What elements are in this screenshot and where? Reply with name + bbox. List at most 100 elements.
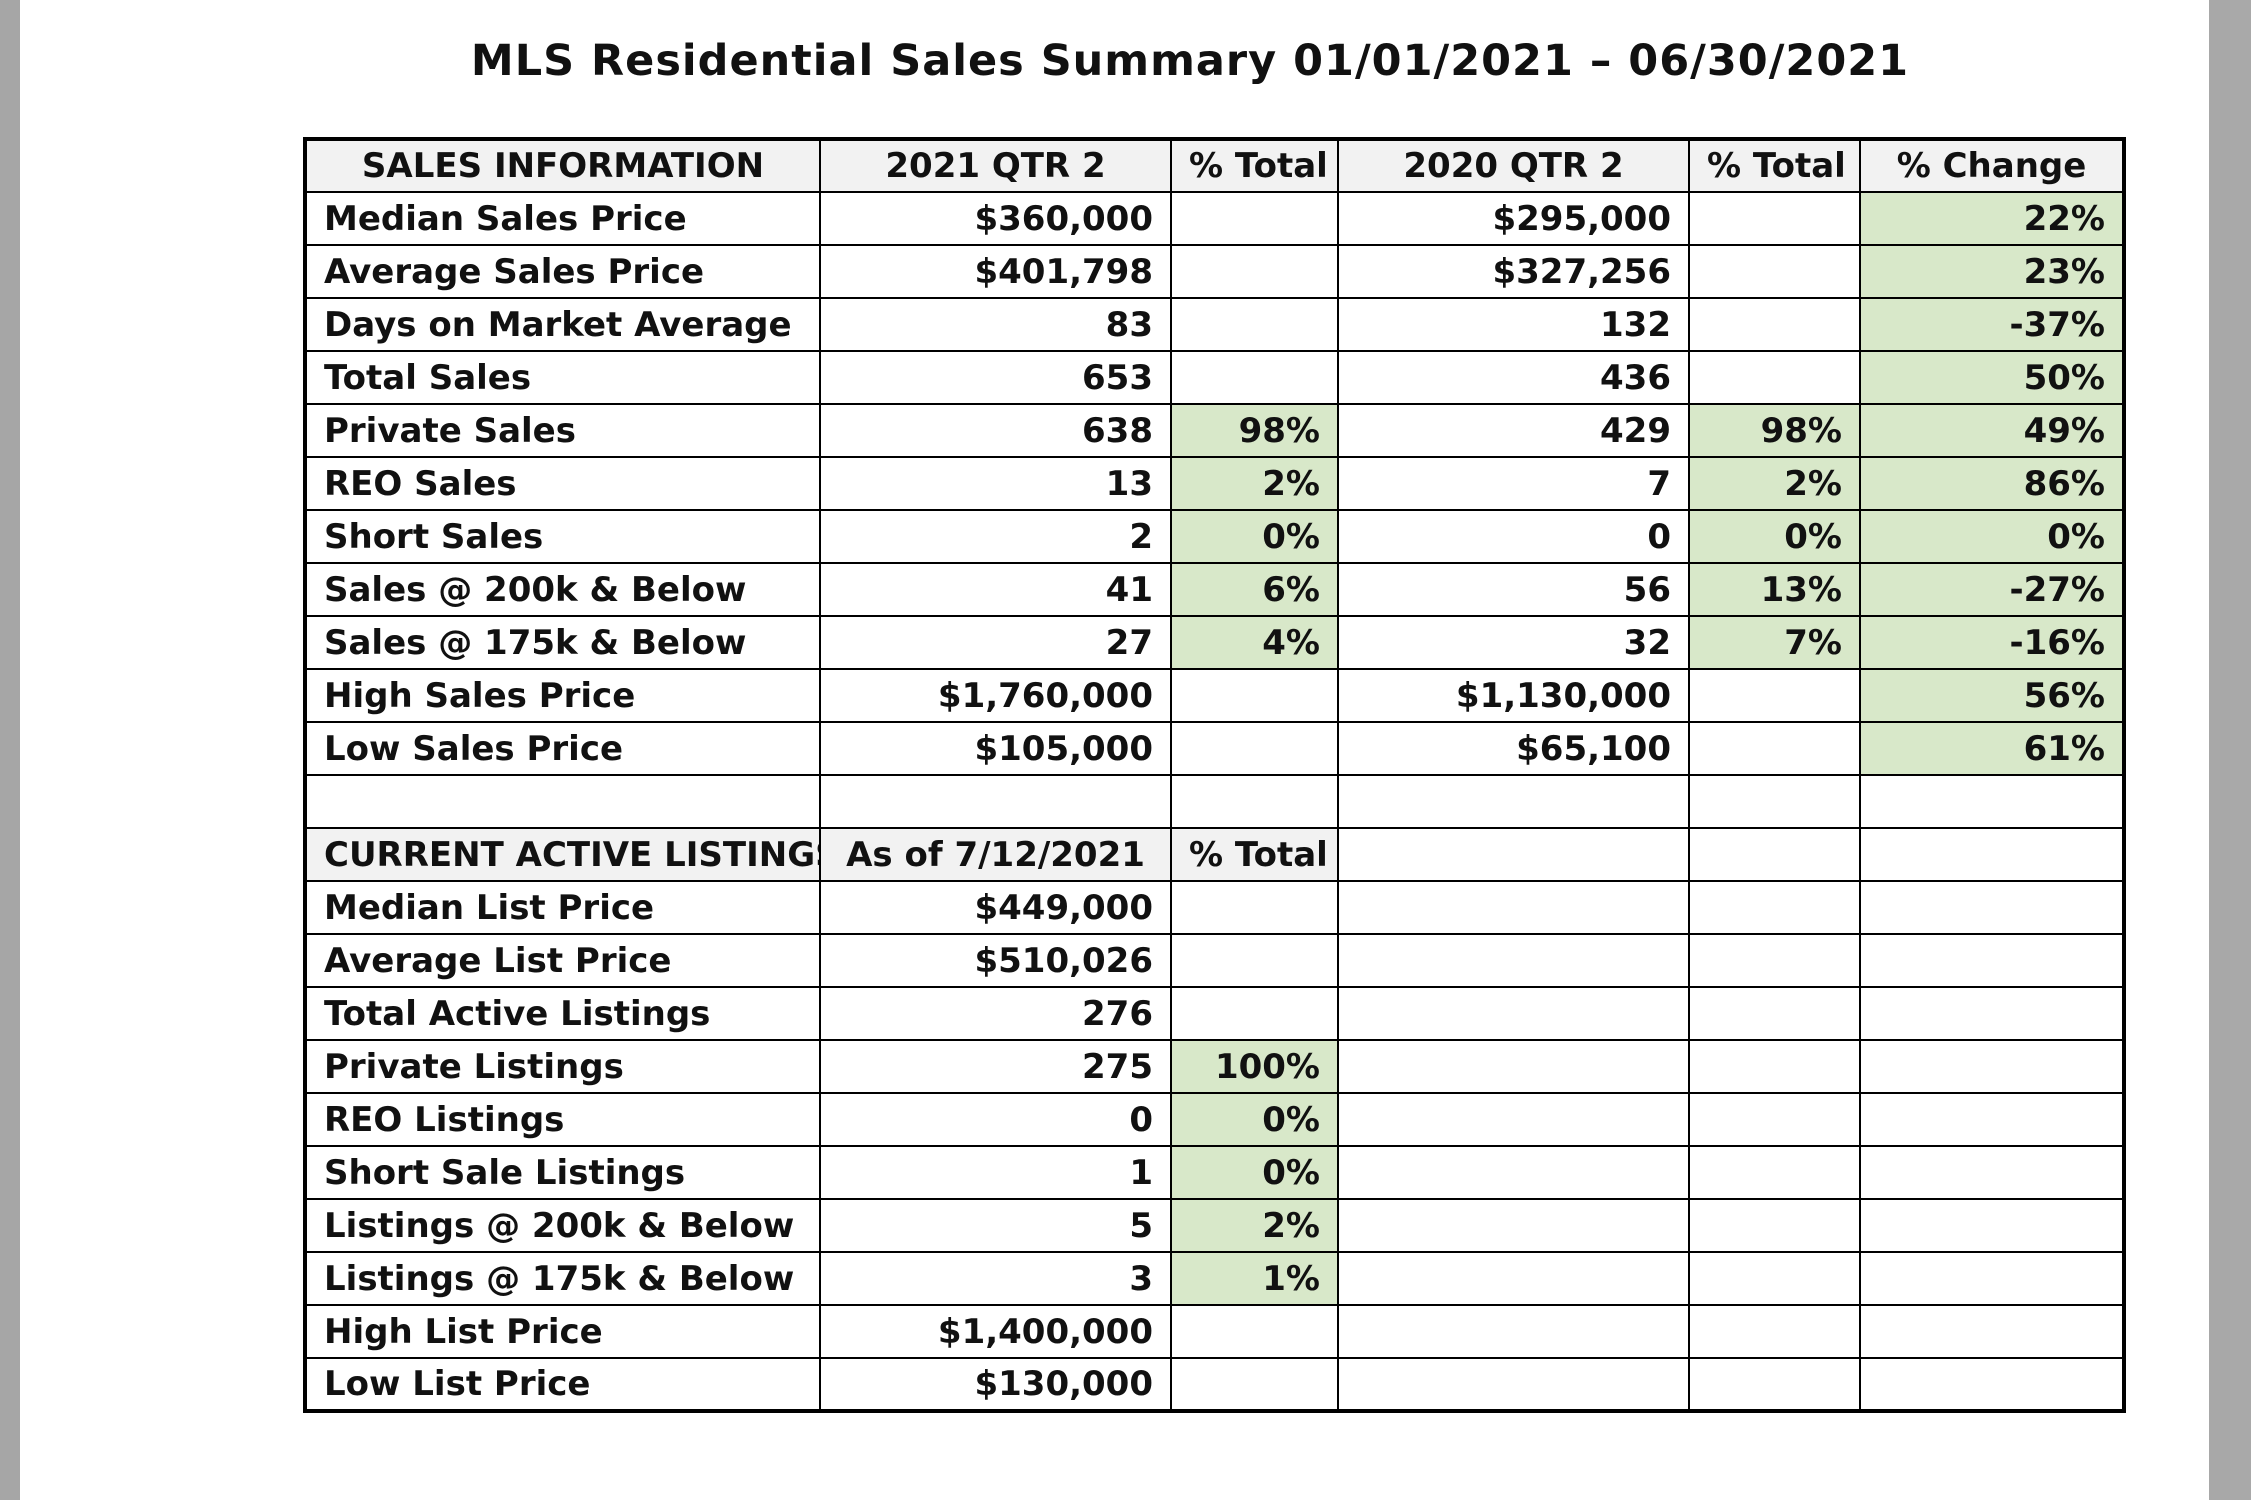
- value-2021-qtr2: 13: [819, 456, 1172, 511]
- pct-total-2021: 98%: [1170, 403, 1339, 458]
- value-2021-qtr2: 27: [819, 615, 1172, 670]
- empty-cell: [1337, 1039, 1690, 1094]
- table-row: Total Active Listings 276: [303, 986, 2126, 1041]
- row-label: Private Listings: [303, 1039, 821, 1094]
- pct-total-listings: [1170, 1304, 1339, 1359]
- pct-total-listings: 2%: [1170, 1198, 1339, 1253]
- empty-cell: [1859, 1251, 2126, 1306]
- value-2020-qtr2: $295,000: [1337, 191, 1690, 246]
- empty-cell: [1859, 1092, 2126, 1147]
- value-2020-qtr2: $1,130,000: [1337, 668, 1690, 723]
- listing-value: 3: [819, 1251, 1172, 1306]
- table-row: REO Sales 13 2% 7 2% 86%: [303, 456, 2126, 511]
- column-header: % Total: [1170, 137, 1339, 193]
- pct-change: 49%: [1859, 403, 2126, 458]
- table-row: Listings @ 200k & Below 5 2%: [303, 1198, 2126, 1253]
- pct-total-listings: [1170, 933, 1339, 988]
- table-row: Total Sales 653 436 50%: [303, 350, 2126, 405]
- listing-value: 276: [819, 986, 1172, 1041]
- empty-cell: [1170, 774, 1339, 829]
- row-label: Low Sales Price: [303, 721, 821, 776]
- empty-cell: [1337, 933, 1690, 988]
- listings-header-row: CURRENT ACTIVE LISTINGS As of 7/12/2021% …: [303, 827, 2126, 882]
- pct-total-2020: [1688, 191, 1861, 246]
- empty-cell: [1859, 933, 2126, 988]
- empty-cell: [1688, 986, 1861, 1041]
- pct-change: 0%: [1859, 509, 2126, 564]
- pct-change: 86%: [1859, 456, 2126, 511]
- empty-cell: [1337, 1357, 1690, 1413]
- value-2021-qtr2: 83: [819, 297, 1172, 352]
- empty-cell: [1859, 1039, 2126, 1094]
- empty-cell: [1337, 827, 1690, 882]
- sales-header-row: SALES INFORMATION 2021 QTR 2% Total 2020 Q…: [303, 137, 2126, 193]
- column-header: % Total: [1688, 137, 1861, 193]
- row-label: Sales @ 175k & Below: [303, 615, 821, 670]
- listing-value: 1: [819, 1145, 1172, 1200]
- table-row: Short Sales 2 0% 0 0% 0%: [303, 509, 2126, 564]
- row-label: Short Sale Listings: [303, 1145, 821, 1200]
- column-header: % Total: [1170, 827, 1339, 882]
- value-2020-qtr2: $327,256: [1337, 244, 1690, 299]
- empty-cell: [1337, 1145, 1690, 1200]
- pct-total-2020: 13%: [1688, 562, 1861, 617]
- column-header: As of 7/12/2021: [819, 827, 1172, 882]
- value-2021-qtr2: 2: [819, 509, 1172, 564]
- pct-total-2021: [1170, 668, 1339, 723]
- pct-total-listings: 0%: [1170, 1092, 1339, 1147]
- empty-cell: [1688, 774, 1861, 829]
- listing-value: $130,000: [819, 1357, 1172, 1413]
- row-label: Average List Price: [303, 933, 821, 988]
- empty-cell: [1688, 1198, 1861, 1253]
- value-2021-qtr2: 41: [819, 562, 1172, 617]
- pct-total-2021: [1170, 297, 1339, 352]
- pct-total-2020: [1688, 350, 1861, 405]
- pct-total-listings: [1170, 986, 1339, 1041]
- row-label: REO Listings: [303, 1092, 821, 1147]
- pct-total-listings: 1%: [1170, 1251, 1339, 1306]
- value-2020-qtr2: 429: [1337, 403, 1690, 458]
- empty-cell: [1337, 1251, 1690, 1306]
- row-label: Average Sales Price: [303, 244, 821, 299]
- listing-value: $449,000: [819, 880, 1172, 935]
- pct-total-2021: 6%: [1170, 562, 1339, 617]
- empty-cell: [1859, 1304, 2126, 1359]
- value-2020-qtr2: 0: [1337, 509, 1690, 564]
- row-label: Listings @ 175k & Below: [303, 1251, 821, 1306]
- row-label: Short Sales: [303, 509, 821, 564]
- column-header: 2021 QTR 2: [819, 137, 1172, 193]
- pct-total-2020: [1688, 244, 1861, 299]
- table-body: SALES INFORMATION 2021 QTR 2% Total 2020 Q…: [303, 137, 2126, 1413]
- pct-total-2021: 0%: [1170, 509, 1339, 564]
- empty-cell: [1688, 1039, 1861, 1094]
- empty-cell: [1337, 1304, 1690, 1359]
- sales-summary-table: SALES INFORMATION 2021 QTR 2% Total 2020 Q…: [303, 137, 2126, 1413]
- row-label: Private Sales: [303, 403, 821, 458]
- value-2020-qtr2: 56: [1337, 562, 1690, 617]
- empty-cell: [1688, 1304, 1861, 1359]
- value-2020-qtr2: 7: [1337, 456, 1690, 511]
- value-2020-qtr2: 436: [1337, 350, 1690, 405]
- table-row: Listings @ 175k & Below 3 1%: [303, 1251, 2126, 1306]
- empty-cell: [1859, 827, 2126, 882]
- row-label: Total Active Listings: [303, 986, 821, 1041]
- pct-total-2020: 0%: [1688, 509, 1861, 564]
- pct-change: 22%: [1859, 191, 2126, 246]
- row-label: Median List Price: [303, 880, 821, 935]
- empty-cell: [1688, 827, 1861, 882]
- column-header: 2020 QTR 2: [1337, 137, 1690, 193]
- table-row: Low Sales Price $105,000 $65,100 61%: [303, 721, 2126, 776]
- table-row: Sales @ 175k & Below 27 4% 32 7% -16%: [303, 615, 2126, 670]
- pct-total-2020: [1688, 668, 1861, 723]
- empty-cell: [1859, 774, 2126, 829]
- table-row: Private Sales 638 98% 429 98% 49%: [303, 403, 2126, 458]
- value-2021-qtr2: 653: [819, 350, 1172, 405]
- listing-value: 5: [819, 1198, 1172, 1253]
- empty-cell: [1337, 1092, 1690, 1147]
- empty-cell: [303, 774, 821, 829]
- value-2021-qtr2: $105,000: [819, 721, 1172, 776]
- table-row: Days on Market Average 83 132 -37%: [303, 297, 2126, 352]
- listing-value: 275: [819, 1039, 1172, 1094]
- table-row: Low List Price $130,000: [303, 1357, 2126, 1413]
